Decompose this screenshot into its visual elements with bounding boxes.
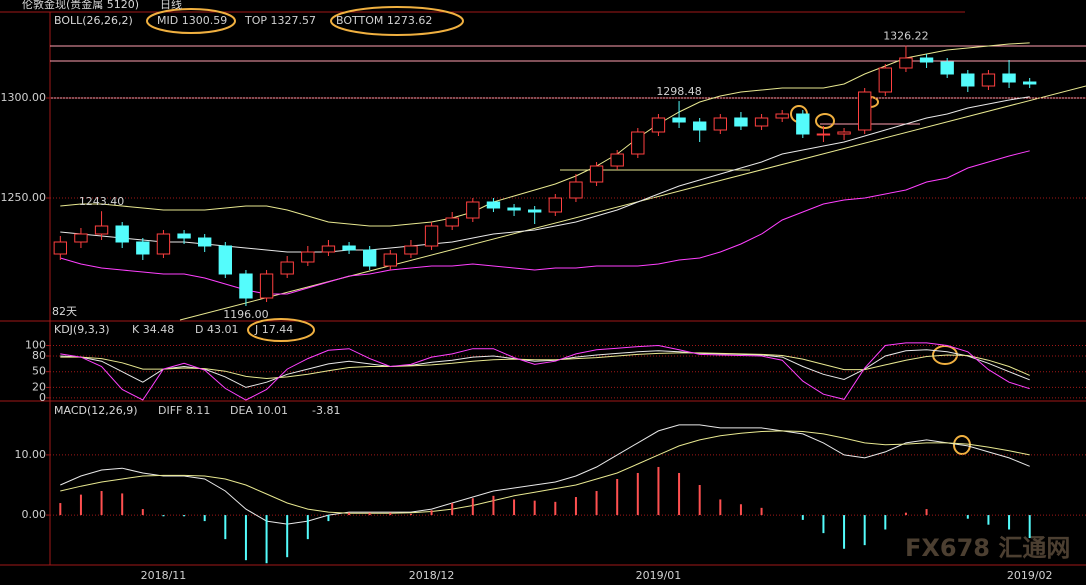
- candle-body: [775, 113, 789, 119]
- candle-body: [631, 131, 645, 155]
- days-label: 82天: [52, 305, 77, 318]
- candle-body: [156, 233, 171, 255]
- highlight: [146, 8, 236, 34]
- highlight: [953, 435, 971, 455]
- indicator-name[interactable]: BOLL(26,26,2): [54, 14, 133, 27]
- candle-body: [651, 117, 666, 133]
- candle-body: [136, 241, 150, 255]
- line-series: [60, 150, 1030, 295]
- legend-entry: DEA 10.01: [230, 404, 288, 417]
- candle-body: [672, 117, 686, 123]
- y-tick-label: 0.00: [22, 508, 47, 521]
- legend-entry: BOTTOM 1273.62: [336, 14, 432, 27]
- highlight: [247, 318, 315, 342]
- candle-body: [961, 73, 975, 87]
- chart-title: 伦敦金现(贵金属 5120): [22, 0, 139, 11]
- watermark: FX678 汇通网: [905, 534, 1070, 562]
- candle-body: [259, 273, 274, 299]
- candle-body: [507, 207, 521, 211]
- candle-body: [569, 181, 583, 199]
- legend-entry: D 43.01: [195, 323, 238, 336]
- x-tick-label: 2019/01: [636, 569, 682, 582]
- y-tick-label: 0: [39, 391, 46, 404]
- candle-body: [816, 133, 831, 136]
- line-series: [60, 430, 1030, 514]
- candle-body: [899, 57, 913, 69]
- candle-body: [280, 261, 294, 275]
- candle-body: [878, 67, 892, 93]
- y-tick-label: 80: [32, 349, 46, 362]
- period[interactable]: 日线: [160, 0, 182, 11]
- candle-body: [404, 245, 418, 255]
- legend-entry: K 34.48: [132, 323, 174, 336]
- candle-body: [548, 197, 562, 213]
- legend-entry: J 17.44: [254, 323, 293, 336]
- candle-body: [198, 237, 212, 247]
- candle-body: [74, 233, 88, 243]
- candle-body: [919, 57, 934, 63]
- candle-body: [301, 251, 315, 263]
- y-tick-label: 10.00: [15, 448, 47, 461]
- candle-body: [321, 245, 336, 253]
- indicator-name[interactable]: MACD(12,26,9): [54, 404, 138, 417]
- candle-body: [342, 245, 356, 251]
- candle-body: [528, 209, 542, 213]
- candle-body: [610, 153, 624, 167]
- candle-body: [177, 233, 191, 239]
- candle-body: [837, 131, 851, 135]
- candle-body: [940, 61, 954, 75]
- candle-body: [363, 249, 377, 267]
- candle-body: [94, 225, 109, 235]
- x-tick-label: 2018/12: [409, 569, 455, 582]
- candle-body: [981, 73, 996, 87]
- y-tick-label: 50: [32, 365, 46, 378]
- candle-body: [53, 241, 67, 255]
- line-series: [60, 342, 1030, 401]
- candle-body: [445, 217, 459, 227]
- y-tick-label: 20: [32, 380, 46, 393]
- line-series: [60, 352, 1030, 380]
- candle-body: [734, 117, 748, 127]
- legend-entry: MID 1300.59: [157, 14, 227, 27]
- legend-entry: DIFF 8.11: [158, 404, 210, 417]
- candle-body: [754, 117, 769, 127]
- candle-body: [858, 91, 872, 131]
- line-series: [60, 349, 1030, 388]
- candle-body: [1023, 81, 1037, 85]
- candle-body: [693, 121, 707, 131]
- candle-body: [486, 201, 501, 209]
- legend-entry: TOP 1327.57: [244, 14, 316, 27]
- line-series: [60, 424, 1030, 525]
- extreme-label: 1298.48: [656, 85, 702, 98]
- extreme-label: 1326.22: [883, 30, 929, 43]
- highlight: [815, 113, 835, 129]
- x-tick-label: 2019/02: [1007, 569, 1053, 582]
- candle-body: [383, 253, 397, 267]
- candle-body: [239, 273, 253, 299]
- candle-body: [424, 225, 439, 247]
- y-tick-label: 1250.00: [1, 191, 47, 204]
- legend-value: -3.81: [312, 404, 340, 417]
- x-tick-label: 2018/11: [141, 569, 187, 582]
- y-tick-label: 100: [25, 339, 46, 352]
- y-tick-label: 1300.00: [1, 91, 47, 104]
- candle-body: [115, 225, 129, 243]
- extreme-label: 1243.40: [79, 195, 125, 208]
- candle-body: [589, 165, 604, 183]
- candle-body: [796, 113, 810, 135]
- candle-body: [218, 245, 232, 275]
- candle-body: [1002, 73, 1016, 83]
- line-series: [60, 42, 1030, 227]
- indicator-name[interactable]: KDJ(9,3,3): [54, 323, 110, 336]
- candle-body: [713, 117, 727, 131]
- highlight: [330, 6, 464, 36]
- extreme-label: 1196.00: [223, 308, 269, 321]
- candle-body: [466, 201, 480, 219]
